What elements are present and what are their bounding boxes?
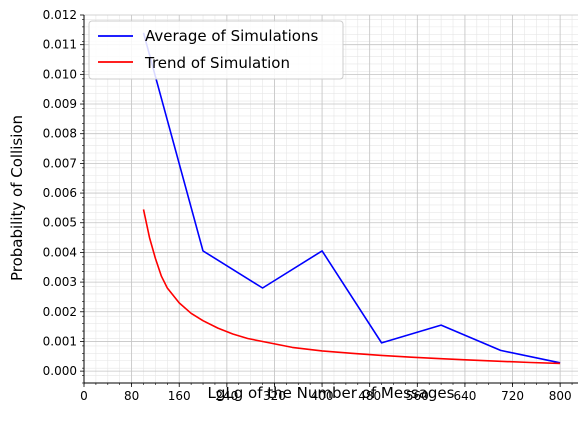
- y-tick-label: 0.007: [43, 156, 77, 170]
- legend-box: [88, 20, 344, 80]
- x-tick-label: 800: [549, 389, 572, 403]
- x-tick-label: 720: [501, 389, 524, 403]
- y-tick-label: 0.000: [43, 364, 77, 378]
- legend: Average of Simulations Trend of Simulati…: [88, 20, 344, 80]
- legend-label-average: Average of Simulations: [145, 27, 318, 45]
- y-tick-label: 0.006: [43, 186, 77, 200]
- x-tick-label: 240: [215, 389, 238, 403]
- x-tick-label: 320: [263, 389, 286, 403]
- legend-label-trend: Trend of Simulation: [144, 54, 290, 72]
- x-tick-label: 640: [453, 389, 476, 403]
- series-layer: [142, 32, 561, 365]
- y-tick-label: 0.002: [43, 305, 77, 319]
- x-axis-label: LgLg of the Number of Messages: [208, 384, 455, 402]
- y-tick-label: 0.010: [43, 67, 77, 81]
- y-tick-label: 0.004: [43, 245, 77, 259]
- y-tick-label: 0.009: [43, 97, 77, 111]
- y-tick-label: 0.003: [43, 275, 77, 289]
- x-tick-label: 480: [358, 389, 381, 403]
- axes: [80, 14, 578, 387]
- x-tick-label: 400: [311, 389, 334, 403]
- x-tick-label: 0: [80, 389, 88, 403]
- x-tick-label: 160: [168, 389, 191, 403]
- y-tick-label: 0.005: [43, 216, 77, 230]
- x-ticks: 0 80 160 240 320 400 480 560 640 720 800: [80, 389, 571, 403]
- major-grid: [83, 14, 578, 383]
- y-axis-label: Probability of Collision: [8, 115, 26, 281]
- y-tick-label: 0.001: [43, 334, 77, 348]
- series-line-1: [142, 209, 561, 365]
- y-ticks: 0.000 0.001 0.002 0.003 0.004 0.005 0.006 0.007…: [43, 8, 77, 378]
- y-tick-label: 0.012: [43, 8, 77, 22]
- x-tick-label: 560: [406, 389, 429, 403]
- y-tick-label: 0.008: [43, 127, 77, 141]
- series-line-0: [142, 32, 561, 364]
- y-tick-label: 0.011: [43, 38, 77, 52]
- x-tick-label: 80: [124, 389, 139, 403]
